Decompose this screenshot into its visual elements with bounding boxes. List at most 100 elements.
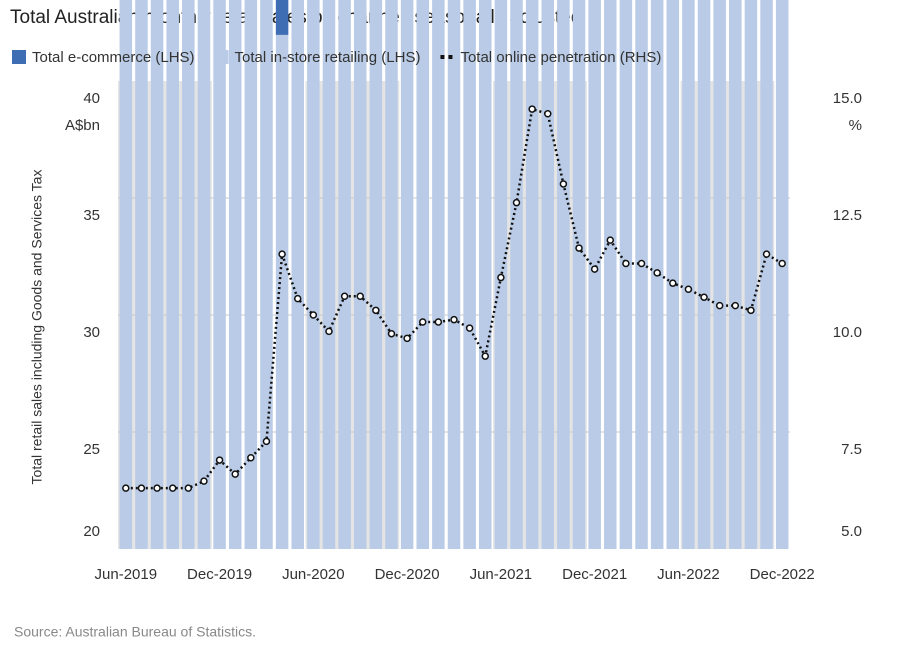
- penetration-marker: [669, 279, 677, 287]
- penetration-marker: [356, 292, 364, 301]
- source: Source: Australian Bureau of Statistics.: [14, 624, 256, 640]
- penetration-marker: [309, 311, 318, 319]
- bar-segment: [588, 0, 601, 549]
- penetration-marker: [153, 484, 161, 492]
- x-tick-label: Dec-2019: [187, 566, 252, 583]
- bar-segment: [213, 0, 226, 549]
- legend-label: Total e-commerce (LHS): [32, 49, 195, 66]
- legend-label: Total in-store retailing (LHS): [235, 49, 421, 66]
- bar-segment: [322, 0, 336, 549]
- bar-segment: [119, 0, 133, 549]
- penetration-marker: [606, 236, 615, 244]
- penetration-marker: [684, 285, 693, 294]
- legend-swatch: [448, 55, 453, 59]
- bar-segment: [479, 0, 492, 550]
- penetration-marker: [231, 470, 239, 478]
- y-unit: A$bn: [65, 117, 100, 134]
- penetration-marker: [731, 301, 740, 310]
- bar-segment: [385, 0, 398, 550]
- y2-tick-label: 15.0: [833, 90, 862, 107]
- bar-segment: [416, 0, 429, 549]
- penetration-marker: [497, 273, 505, 282]
- penetration-marker: [559, 180, 568, 188]
- y2-tick-label: 7.5: [841, 441, 862, 458]
- penetration-marker: [747, 306, 755, 315]
- bar-segment: [557, 0, 570, 549]
- bar-segment: [166, 0, 179, 549]
- bar-segment: [432, 0, 445, 550]
- penetration-marker: [278, 250, 286, 258]
- y-tick-label: 35: [83, 207, 100, 224]
- penetration-marker: [293, 294, 302, 303]
- y-tick-label: 30: [83, 324, 100, 341]
- penetration-marker: [653, 269, 661, 277]
- bar-segment: [135, 0, 148, 550]
- y-tick-label: 20: [83, 523, 100, 540]
- bar-segment: [682, 0, 695, 550]
- penetration-marker: [122, 484, 130, 492]
- bar-segment: [572, 0, 586, 549]
- bar-segment: [619, 0, 633, 549]
- bar-segment: [697, 0, 711, 550]
- y2-unit: %: [849, 117, 862, 134]
- bar-segment: [275, 34, 289, 550]
- penetration-marker: [450, 315, 458, 324]
- bar-segment: [275, 0, 289, 35]
- y-tick-label: 40: [83, 90, 100, 107]
- penetration-marker: [200, 477, 208, 485]
- bar-segment: [291, 0, 304, 549]
- penetration-marker: [325, 327, 333, 336]
- penetration-marker: [544, 110, 552, 118]
- bar-segment: [713, 0, 726, 550]
- bar-segment: [228, 0, 242, 549]
- penetration-marker: [715, 301, 724, 310]
- x-tick-label: Jun-2020: [282, 566, 345, 583]
- penetration-marker: [465, 324, 474, 332]
- penetration-marker: [590, 265, 599, 273]
- penetration-marker: [575, 244, 583, 252]
- penetration-marker: [403, 334, 411, 343]
- bar-segment: [760, 0, 773, 549]
- y-tick-label: 25: [83, 441, 100, 458]
- bar-segment: [338, 0, 351, 549]
- bar-segment: [604, 0, 617, 550]
- bar-segment: [244, 0, 258, 549]
- x-tick-label: Jun-2019: [95, 566, 158, 583]
- y-axis-label: Total retail sales including Goods and S…: [29, 170, 45, 485]
- penetration-marker: [137, 484, 146, 492]
- y2-tick-label: 12.5: [833, 207, 862, 224]
- bar-segment: [775, 0, 789, 550]
- penetration-marker: [622, 259, 630, 268]
- penetration-marker: [700, 293, 708, 301]
- x-tick-label: Dec-2021: [562, 566, 627, 583]
- x-tick-label: Jun-2022: [657, 566, 720, 583]
- penetration-marker: [778, 259, 786, 268]
- bar-segment: [260, 0, 273, 549]
- penetration-marker: [762, 250, 771, 258]
- penetration-marker: [215, 456, 224, 464]
- penetration-marker: [387, 329, 396, 338]
- penetration-marker: [481, 352, 490, 360]
- penetration-marker: [512, 198, 521, 207]
- bar-segment: [510, 0, 523, 550]
- bar-segment: [369, 0, 383, 550]
- bar-segment: [666, 0, 680, 549]
- penetration-marker: [247, 453, 255, 462]
- penetration-marker: [372, 306, 380, 315]
- bar-segment: [182, 0, 195, 549]
- penetration-marker: [528, 105, 536, 113]
- bar-segment: [150, 0, 164, 550]
- y2-tick-label: 10.0: [833, 324, 862, 341]
- bar-segment: [541, 0, 555, 549]
- penetration-marker: [434, 318, 443, 326]
- bar-segment: [400, 0, 414, 549]
- penetration-marker: [262, 437, 271, 446]
- penetration-marker: [340, 292, 349, 301]
- bar-segment: [635, 0, 648, 549]
- bar-segment: [729, 0, 742, 549]
- legend-swatch: [214, 50, 229, 64]
- bar-segment: [463, 0, 476, 550]
- legend-swatch: [12, 50, 26, 64]
- penetration-marker: [168, 484, 177, 492]
